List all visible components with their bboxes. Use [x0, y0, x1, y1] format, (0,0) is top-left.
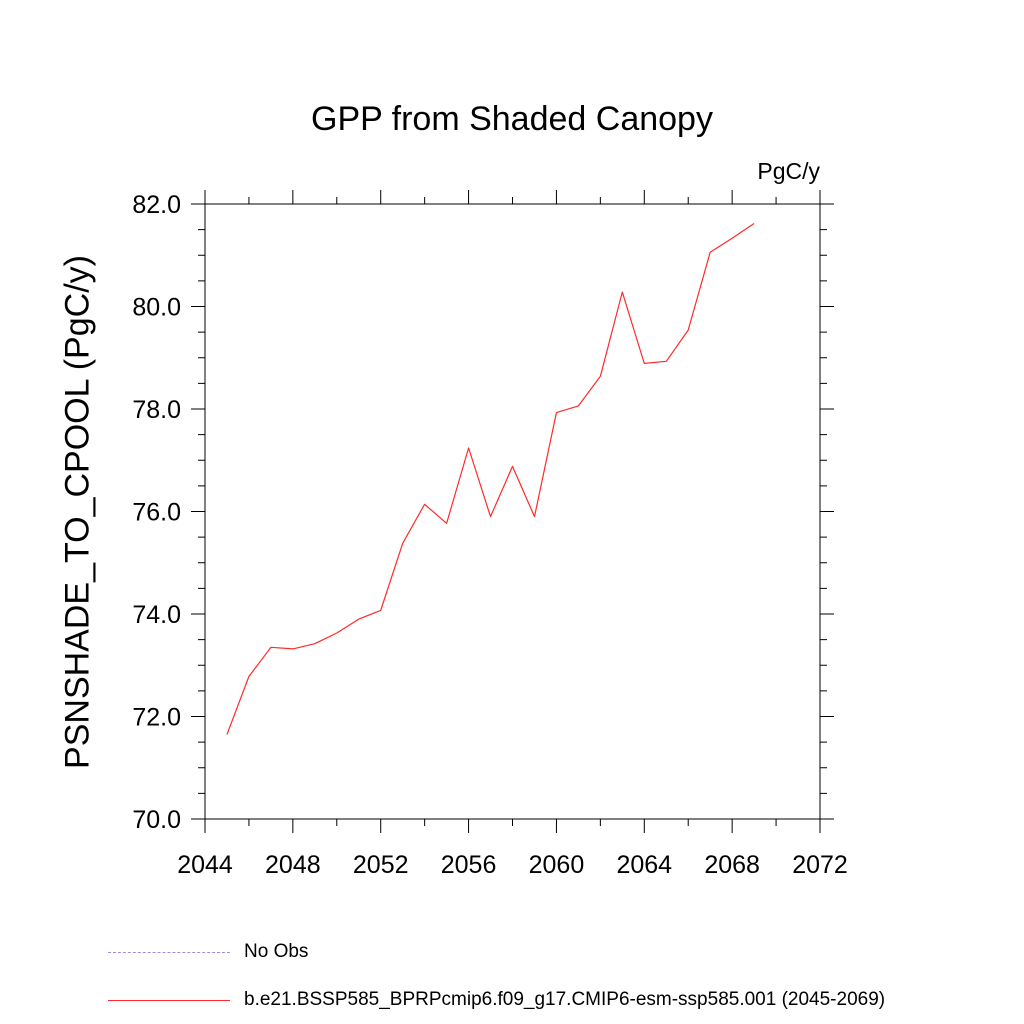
legend-swatch-solid [108, 1000, 230, 1001]
chart-title: GPP from Shaded Canopy [311, 100, 713, 138]
y-tick-label: 70.0 [132, 806, 181, 834]
x-tick-label: 2052 [353, 851, 409, 879]
axis-tick-labels: 2044 2048 2052 2056 2060 2064 2068 2072 70.0 72.0… [132, 191, 847, 879]
x-tick-label: 2060 [529, 851, 585, 879]
y-tick-label: 74.0 [132, 601, 181, 629]
x-tick-label: 2068 [704, 851, 760, 879]
x-tick-label: 2048 [265, 851, 321, 879]
legend-label: b.e21.BSSP585_BPRPcmip6.f09_g17.CMIP6-es… [244, 989, 886, 1010]
y-tick-label: 82.0 [132, 191, 181, 219]
plot-frame [204, 203, 821, 820]
series-group [226, 223, 755, 735]
x-tick-label: 2064 [616, 851, 672, 879]
x-tick-label: 2044 [177, 851, 233, 879]
y-tick-label: 80.0 [132, 294, 181, 322]
units-label: PgC/y [757, 158, 820, 184]
legend-swatch-dashed [108, 952, 230, 953]
axis-ticks [191, 190, 834, 833]
y-tick-label: 76.0 [132, 499, 181, 527]
y-tick-label: 78.0 [132, 396, 181, 424]
x-tick-label: 2072 [792, 851, 848, 879]
series-line [226, 223, 755, 735]
y-tick-label: 72.0 [132, 704, 181, 732]
x-tick-label: 2056 [441, 851, 497, 879]
legend-label: No Obs [244, 941, 309, 962]
